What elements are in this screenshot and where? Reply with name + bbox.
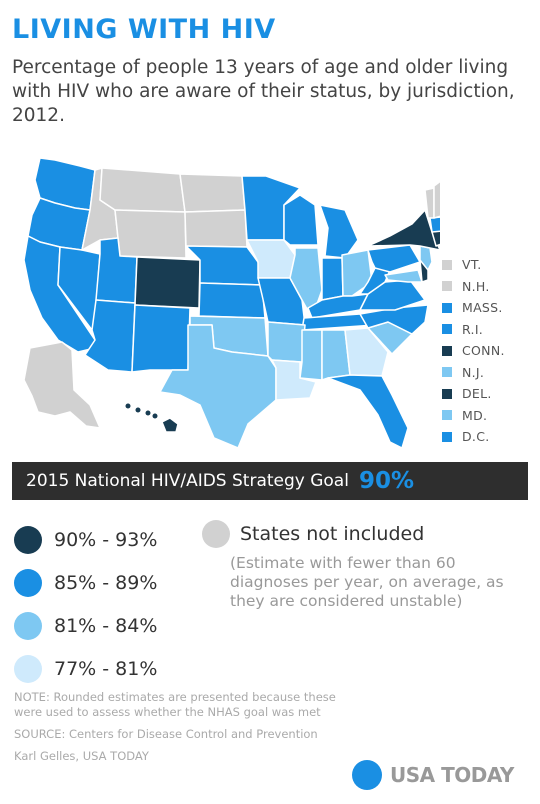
goal-label: 2015 National HIV/AIDS Strategy Goal [26, 471, 349, 491]
excluded-title: States not included [240, 523, 425, 545]
excluded-note: (Estimate with fewer than 60 diagnoses p… [230, 554, 504, 610]
small-states-key: VT. N.H. MASS. R.I. CONN. N.J. DEL. MD. D.C. [442, 254, 505, 448]
state-pennsylvania [367, 244, 421, 273]
excluded-swatch [202, 520, 230, 548]
small-state-label: DEL. [462, 386, 492, 402]
legend-label: 81% - 84% [54, 614, 158, 637]
hawaii-island-4 [152, 413, 158, 419]
small-state-item: N.H. [442, 276, 505, 298]
legend-item: 90% - 93% [14, 518, 157, 561]
state-ohio [341, 249, 373, 297]
hawaii-island-1 [125, 403, 131, 409]
footer-source: SOURCE: Centers for Disease Control and … [14, 727, 318, 741]
legend-label: 90% - 93% [54, 528, 158, 551]
footer: NOTE: Rounded estimates are presented be… [14, 690, 344, 771]
state-arkansas [267, 321, 306, 363]
small-state-swatch [442, 367, 452, 378]
state-louisiana [271, 359, 317, 401]
state-new-mexico [131, 304, 191, 373]
us-map [23, 157, 440, 449]
legend-item: 85% - 89% [14, 561, 157, 604]
state-mississippi [299, 329, 323, 381]
small-state-item: R.I. [442, 319, 505, 341]
legend-swatch [14, 654, 42, 683]
state-hawaii [161, 417, 179, 433]
state-illinois [289, 247, 323, 319]
state-colorado [134, 256, 201, 309]
small-state-label: CONN. [462, 343, 505, 359]
state-massachusetts [429, 216, 440, 233]
state-new-hampshire [433, 180, 440, 219]
hawaii-island-2 [135, 407, 141, 413]
small-state-item: MD. [442, 405, 505, 427]
footer-note: NOTE: Rounded estimates are presented be… [14, 690, 336, 719]
state-maryland [384, 269, 423, 283]
small-state-item: DEL. [442, 383, 505, 405]
small-state-label: VT. [462, 257, 482, 273]
small-state-swatch [442, 431, 452, 442]
small-state-swatch [442, 345, 452, 356]
legend-swatch [14, 568, 42, 597]
footer-credit: Karl Gelles, USA TODAY [14, 749, 149, 763]
state-indiana [321, 257, 344, 301]
usa-today-logo: USA TODAY [352, 760, 514, 790]
small-state-swatch [442, 281, 452, 292]
small-state-item: D.C. [442, 426, 505, 448]
state-texas [159, 324, 277, 449]
excluded-legend: States not included (Estimate with fewer… [202, 520, 532, 611]
small-state-swatch [442, 302, 452, 313]
small-state-swatch [442, 259, 452, 270]
state-wyoming [114, 209, 187, 259]
state-kansas [198, 282, 266, 319]
legend-item: 77% - 81% [14, 647, 157, 690]
state-michigan [319, 204, 359, 259]
state-connecticut [431, 230, 440, 247]
state-north-dakota [179, 173, 246, 213]
state-florida [327, 374, 409, 449]
state-south-dakota [184, 209, 248, 248]
small-state-item: MASS. [442, 297, 505, 319]
legend-label: 77% - 81% [54, 657, 158, 680]
legend-swatch [14, 611, 42, 640]
legend-label: 85% - 89% [54, 571, 158, 594]
legend: 90% - 93% 85% - 89% 81% - 84% 77% - 81% [14, 518, 157, 690]
small-state-swatch [442, 388, 452, 399]
logo-dot-icon [352, 760, 382, 790]
small-state-label: N.H. [462, 278, 490, 294]
logo-text: USA TODAY [390, 763, 514, 787]
goal-value: 90% [358, 468, 415, 494]
page-title: LIVING WITH HIV [12, 14, 276, 45]
legend-item: 81% - 84% [14, 604, 157, 647]
small-state-label: MASS. [462, 300, 503, 316]
small-state-swatch [442, 410, 452, 421]
goal-bar: 2015 National HIV/AIDS Strategy Goal 90% [12, 462, 528, 500]
state-montana [99, 167, 186, 213]
small-state-item: VT. [442, 254, 505, 276]
small-state-label: D.C. [462, 429, 490, 445]
small-state-label: N.J. [462, 364, 485, 380]
state-wisconsin [283, 194, 319, 246]
small-state-label: R.I. [462, 321, 484, 337]
small-state-label: MD. [462, 407, 488, 423]
small-state-swatch [442, 324, 452, 335]
legend-swatch [14, 525, 42, 554]
hawaii-island-3 [145, 410, 151, 416]
state-alaska [23, 341, 101, 429]
small-state-item: N.J. [442, 362, 505, 384]
page-subtitle: Percentage of people 13 years of age and… [12, 57, 515, 126]
state-california [23, 235, 96, 353]
state-georgia [344, 327, 389, 377]
small-state-item: CONN. [442, 340, 505, 362]
